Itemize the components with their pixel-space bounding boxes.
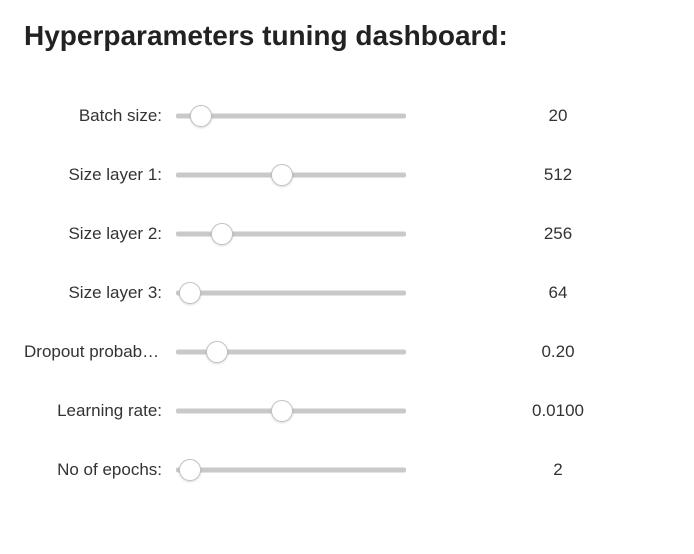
param-row-size_layer_3: Size layer 3: 64: [24, 265, 670, 320]
param-value-size_layer_1: 512: [406, 165, 670, 185]
slider-thumb[interactable]: [271, 400, 293, 422]
parameter-list: Batch size:20Size layer 1:512Size layer …: [24, 88, 670, 497]
param-value-dropout_prob: 0.20: [406, 342, 670, 362]
param-value-size_layer_3: 64: [406, 283, 670, 303]
param-value-batch_size: 20: [406, 106, 670, 126]
param-slider-size_layer_1[interactable]: [176, 163, 406, 187]
param-label-size_layer_3: Size layer 3:: [24, 283, 176, 303]
param-row-dropout_prob: Dropout probability: 0.20: [24, 324, 670, 379]
param-slider-size_layer_2[interactable]: [176, 222, 406, 246]
slider-thumb[interactable]: [179, 282, 201, 304]
param-slider-size_layer_3[interactable]: [176, 281, 406, 305]
param-value-num_epochs: 2: [406, 460, 670, 480]
param-row-num_epochs: No of epochs: 2: [24, 442, 670, 497]
slider-thumb[interactable]: [206, 341, 228, 363]
param-row-size_layer_1: Size layer 1: 512: [24, 147, 670, 202]
param-slider-dropout_prob[interactable]: [176, 340, 406, 364]
dashboard-title: Hyperparameters tuning dashboard:: [24, 20, 670, 52]
param-row-size_layer_2: Size layer 2: 256: [24, 206, 670, 261]
slider-thumb[interactable]: [179, 459, 201, 481]
param-slider-batch_size[interactable]: [176, 104, 406, 128]
param-slider-num_epochs[interactable]: [176, 458, 406, 482]
param-slider-learning_rate[interactable]: [176, 399, 406, 423]
slider-track: [176, 467, 406, 472]
param-label-learning_rate: Learning rate:: [24, 401, 176, 421]
param-value-learning_rate: 0.0100: [406, 401, 670, 421]
slider-track: [176, 290, 406, 295]
param-value-size_layer_2: 256: [406, 224, 670, 244]
param-row-batch_size: Batch size: 20: [24, 88, 670, 143]
param-label-size_layer_2: Size layer 2:: [24, 224, 176, 244]
slider-thumb[interactable]: [211, 223, 233, 245]
slider-thumb[interactable]: [190, 105, 212, 127]
slider-thumb[interactable]: [271, 164, 293, 186]
param-label-size_layer_1: Size layer 1:: [24, 165, 176, 185]
param-label-num_epochs: No of epochs:: [24, 460, 176, 480]
param-label-dropout_prob: Dropout probability:: [24, 342, 176, 362]
param-label-batch_size: Batch size:: [24, 106, 176, 126]
param-row-learning_rate: Learning rate: 0.0100: [24, 383, 670, 438]
